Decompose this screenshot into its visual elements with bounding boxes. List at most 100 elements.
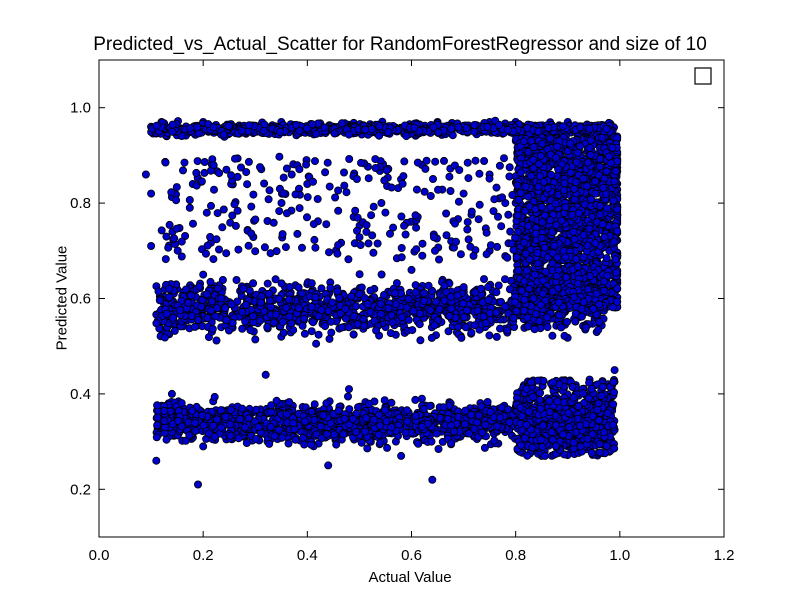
scatter-point bbox=[548, 287, 557, 296]
scatter-point bbox=[607, 159, 616, 168]
scatter-point bbox=[186, 291, 195, 300]
scatter-point bbox=[529, 143, 538, 152]
scatter-point bbox=[164, 284, 173, 293]
scatter-point bbox=[291, 435, 300, 444]
scatter-point bbox=[310, 400, 319, 409]
scatter-point bbox=[361, 125, 370, 134]
scatter-point bbox=[372, 326, 381, 335]
scatter-point bbox=[312, 339, 321, 348]
scatter-point bbox=[512, 307, 521, 316]
scatter-point bbox=[504, 309, 513, 318]
scatter-point bbox=[520, 277, 529, 286]
scatter-point bbox=[434, 128, 443, 137]
scatter-point bbox=[530, 325, 539, 334]
scatter-point bbox=[436, 413, 445, 422]
scatter-point bbox=[538, 289, 547, 298]
scatter-point bbox=[524, 322, 533, 331]
scatter-point bbox=[538, 276, 547, 285]
scatter-point bbox=[600, 286, 609, 295]
scatter-point bbox=[611, 255, 620, 264]
scatter-point bbox=[208, 324, 217, 333]
scatter-point bbox=[279, 328, 288, 337]
scatter-point bbox=[610, 177, 619, 186]
scatter-point bbox=[429, 123, 438, 132]
scatter-point bbox=[390, 289, 399, 298]
scatter-point bbox=[152, 456, 161, 465]
scatter-point bbox=[538, 218, 547, 227]
scatter-point bbox=[520, 137, 529, 146]
scatter-point bbox=[206, 277, 215, 286]
scatter-point bbox=[349, 330, 358, 339]
scatter-point bbox=[402, 132, 411, 141]
scatter-point bbox=[605, 152, 614, 161]
scatter-point bbox=[256, 316, 265, 325]
scatter-point bbox=[481, 319, 490, 328]
scatter-point bbox=[536, 300, 545, 309]
scatter-point bbox=[341, 314, 350, 323]
scatter-point bbox=[517, 286, 526, 295]
scatter-point bbox=[585, 124, 594, 133]
scatter-point bbox=[184, 418, 193, 427]
scatter-point bbox=[370, 316, 379, 325]
scatter-point bbox=[308, 120, 317, 129]
scatter-point bbox=[566, 139, 575, 148]
scatter-point bbox=[309, 318, 318, 327]
scatter-point bbox=[271, 310, 280, 319]
scatter-point bbox=[344, 130, 353, 139]
points-layer bbox=[141, 116, 622, 489]
scatter-point bbox=[212, 336, 221, 345]
scatter-point bbox=[589, 304, 598, 313]
scatter-point bbox=[510, 298, 519, 307]
scatter-point bbox=[199, 270, 208, 279]
scatter-point bbox=[317, 305, 326, 314]
scatter-point bbox=[228, 318, 237, 327]
scatter-point bbox=[598, 133, 607, 142]
scatter-point bbox=[611, 167, 620, 176]
scatter-point bbox=[485, 309, 494, 318]
scatter-point bbox=[586, 272, 595, 281]
scatter-point bbox=[484, 295, 493, 304]
scatter-point bbox=[341, 304, 350, 313]
scatter-point bbox=[555, 311, 564, 320]
scatter-point bbox=[375, 122, 384, 131]
scatter-point bbox=[165, 293, 174, 302]
scatter-point bbox=[495, 324, 504, 333]
scatter-point bbox=[251, 335, 260, 344]
scatter-point bbox=[337, 119, 346, 128]
scatter-point bbox=[613, 284, 622, 293]
scatter-point bbox=[596, 154, 605, 163]
scatter-point bbox=[457, 333, 466, 342]
scatter-point bbox=[445, 312, 454, 321]
scatter-point bbox=[513, 211, 522, 220]
scatter-point bbox=[238, 307, 247, 316]
scatter-point bbox=[219, 130, 228, 139]
scatter-point bbox=[448, 131, 457, 140]
scatter-point bbox=[388, 318, 397, 327]
scatter-point bbox=[353, 320, 362, 329]
scatter-point bbox=[420, 296, 429, 305]
scatter-point bbox=[314, 330, 323, 339]
scatter-point bbox=[238, 324, 247, 333]
scatter-point bbox=[344, 385, 353, 394]
scatter-point bbox=[602, 254, 611, 263]
scatter-point bbox=[152, 319, 161, 328]
scatter-point bbox=[193, 315, 202, 324]
scatter-point bbox=[485, 331, 494, 340]
scatter-point bbox=[300, 314, 309, 323]
scatter-point bbox=[261, 370, 270, 379]
scatter-point bbox=[613, 205, 622, 214]
scatter-point bbox=[479, 275, 488, 284]
scatter-point bbox=[404, 315, 413, 324]
scatter-point bbox=[355, 270, 364, 279]
scatter-point bbox=[534, 182, 543, 191]
scatter-point bbox=[534, 127, 543, 136]
scatter-point bbox=[586, 136, 595, 145]
scatter-point bbox=[411, 395, 420, 404]
scatter-point bbox=[307, 302, 316, 311]
scatter-point bbox=[417, 394, 426, 403]
scatter-point bbox=[298, 321, 307, 330]
scatter-point bbox=[350, 312, 359, 321]
scatter-point bbox=[608, 303, 617, 312]
scatter-point bbox=[494, 281, 503, 290]
scatter-point bbox=[458, 299, 467, 308]
